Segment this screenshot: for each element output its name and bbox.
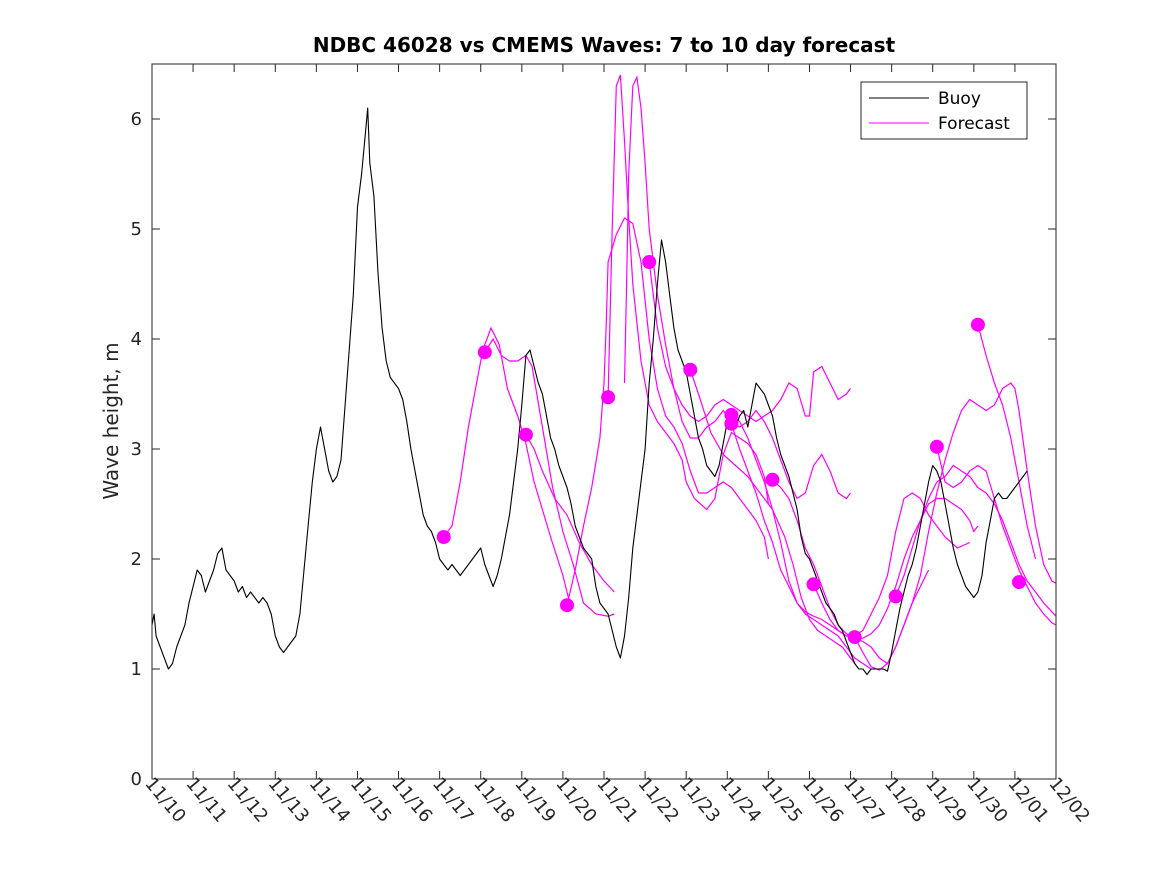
x-tick-label: 11/12	[223, 774, 272, 827]
y-tick-label: 0	[131, 769, 142, 790]
forecast-marker	[724, 416, 739, 431]
forecast-line	[648, 261, 851, 423]
forecast-line	[731, 414, 872, 670]
forecast-marker	[642, 255, 657, 269]
x-tick-label: 11/24	[716, 774, 765, 827]
forecast-line	[443, 326, 572, 609]
x-tick-label: 11/21	[592, 774, 641, 827]
x-tick-labels: 11/1011/1111/1211/1311/1411/1511/1611/17…	[140, 774, 1093, 827]
forecast-marker	[477, 345, 492, 360]
forecast-marker	[806, 577, 821, 592]
y-tick-label: 2	[131, 549, 142, 570]
forecast-marker	[436, 530, 451, 544]
forecast-marker	[970, 317, 985, 332]
x-tick-label: 11/19	[510, 774, 559, 827]
y-tick-label: 5	[131, 219, 142, 240]
x-tick-label: 12/01	[1003, 774, 1052, 827]
x-tick-label: 11/17	[428, 774, 477, 827]
forecast-line	[977, 324, 1037, 560]
forecast-marker	[765, 472, 780, 487]
buoy-series	[152, 107, 1028, 676]
x-tick-label: 11/22	[634, 774, 683, 827]
forecast-marker	[888, 589, 903, 604]
x-tick-label: 11/16	[387, 774, 436, 827]
y-tick-label: 6	[131, 109, 142, 130]
forecast-line	[854, 569, 930, 671]
x-tick-label: 11/20	[551, 774, 600, 827]
x-tick-label: 11/29	[921, 774, 970, 827]
legend: Buoy Forecast	[860, 81, 1028, 140]
forecast-marker	[1012, 575, 1027, 590]
forecast-line	[525, 434, 615, 593]
forecast-line	[689, 369, 856, 664]
plot-frame	[151, 63, 1057, 780]
x-tick-label: 11/27	[839, 774, 888, 827]
y-axis-label: Wave height, m	[99, 342, 123, 499]
x-tick-label: 11/11	[182, 774, 231, 827]
forecast-line	[623, 75, 851, 500]
plot-area	[152, 64, 1056, 779]
x-tick-label: 11/18	[469, 774, 518, 827]
x-tick-label: 11/23	[675, 774, 724, 827]
x-tick-label: 11/28	[880, 774, 929, 827]
legend-buoy-label: Buoy	[938, 89, 981, 109]
x-tick-label: 11/26	[798, 774, 847, 827]
legend-box	[860, 81, 1028, 140]
y-tick-label: 3	[131, 439, 142, 460]
x-tick-label: 11/15	[346, 774, 395, 827]
chart-title: NDBC 46028 vs CMEMS Waves: 7 to 10 day f…	[313, 33, 896, 57]
y-tick-labels: 0 1 2 3 4 5 6	[131, 109, 142, 790]
x-tick-label: 11/30	[962, 774, 1011, 827]
x-tick-label: 11/14	[305, 774, 354, 827]
forecast-marker	[601, 390, 616, 405]
forecast-line	[607, 74, 769, 511]
forecast-line	[936, 446, 1056, 626]
forecast-marker	[518, 427, 533, 442]
forecast-marker	[847, 630, 862, 645]
y-tick-label: 1	[131, 659, 142, 680]
x-tick-label: 11/25	[757, 774, 806, 827]
forecast-marker	[560, 598, 575, 613]
forecast-marker	[929, 439, 944, 454]
x-tick-label: 11/13	[264, 774, 313, 827]
legend-forecast-label: Forecast	[938, 114, 1010, 134]
axis-ticks	[151, 64, 1057, 780]
forecast-markers	[436, 255, 1027, 645]
x-tick-label: 11/10	[140, 774, 189, 827]
x-tick-label: 12/02	[1044, 774, 1093, 827]
buoy-line	[152, 107, 1028, 676]
y-tick-label: 4	[131, 329, 142, 350]
forecast-line	[566, 217, 769, 606]
forecast-line	[484, 337, 615, 617]
forecast-line	[772, 479, 979, 639]
forecast-marker	[683, 362, 698, 377]
